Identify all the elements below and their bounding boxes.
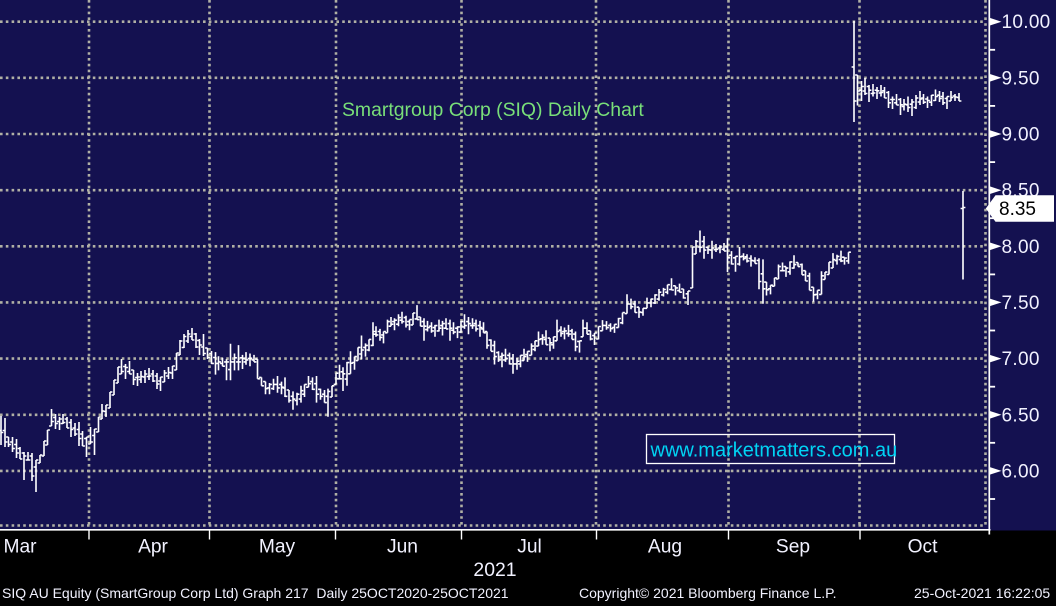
svg-text:Aug: Aug <box>648 537 682 558</box>
svg-text:Mar: Mar <box>3 537 37 558</box>
svg-text:Sep: Sep <box>776 537 810 558</box>
svg-text:25-Oct-2021 16:22:05: 25-Oct-2021 16:22:05 <box>914 585 1050 601</box>
svg-text:10.00: 10.00 <box>1002 12 1051 33</box>
svg-text:Jul: Jul <box>517 537 542 558</box>
svg-text:Smartgroup Corp (SIQ) Daily Ch: Smartgroup Corp (SIQ) Daily Chart <box>342 99 644 121</box>
svg-text:6.50: 6.50 <box>1002 405 1040 426</box>
svg-text:Copyright© 2021 Bloomberg Fina: Copyright© 2021 Bloomberg Finance L.P. <box>579 585 837 601</box>
svg-text:8.00: 8.00 <box>1002 237 1040 258</box>
svg-text:SIQ AU Equity (SmartGroup Corp: SIQ AU Equity (SmartGroup Corp Ltd) Grap… <box>2 585 509 601</box>
svg-text:May: May <box>259 537 296 558</box>
svg-text:9.00: 9.00 <box>1002 125 1040 146</box>
svg-text:Oct: Oct <box>908 537 939 558</box>
svg-text:8.35: 8.35 <box>999 199 1036 220</box>
svg-text:Jun: Jun <box>387 537 418 558</box>
svg-text:Apr: Apr <box>138 537 168 558</box>
svg-text:www.marketmatters.com.au: www.marketmatters.com.au <box>650 440 898 462</box>
svg-text:2021: 2021 <box>473 559 516 581</box>
svg-text:7.00: 7.00 <box>1002 349 1040 370</box>
svg-text:9.50: 9.50 <box>1002 68 1040 89</box>
svg-text:7.50: 7.50 <box>1002 293 1040 314</box>
svg-text:6.00: 6.00 <box>1002 461 1040 482</box>
